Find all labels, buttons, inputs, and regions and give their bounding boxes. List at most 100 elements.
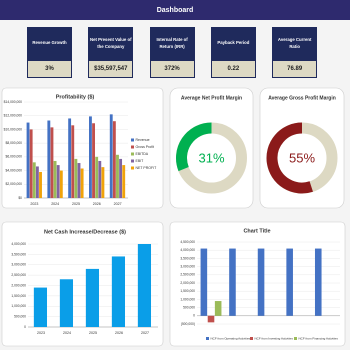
- legend-label: EBITDA: [136, 152, 149, 156]
- bar: [80, 168, 84, 198]
- x-tick-label: 2023: [37, 331, 45, 335]
- y-tick-label: 1,000,000: [180, 297, 195, 301]
- bar: [92, 123, 95, 198]
- x-tick-label: 2027: [114, 202, 122, 206]
- kpi-value: $35,597,547: [88, 60, 134, 78]
- donut-label: 55%: [289, 150, 315, 165]
- kpi-label: Revenue Growth: [27, 27, 72, 60]
- bar: [119, 158, 123, 198]
- kpi-value: 0.22: [210, 60, 256, 78]
- bar: [59, 279, 74, 327]
- bar: [68, 118, 72, 198]
- legend-swatch: [131, 138, 134, 142]
- y-tick-label: 2,500,000: [11, 273, 26, 277]
- y-tick-label: $4,000,000: [5, 168, 22, 172]
- y-tick-label: 2,000,000: [11, 283, 26, 287]
- bar: [85, 268, 100, 327]
- y-tick-label: 1,000,000: [11, 304, 26, 308]
- bar: [29, 129, 33, 198]
- bar: [26, 122, 30, 198]
- y-tick-label: $10,000,000: [4, 127, 23, 131]
- x-tick-label: 2024: [51, 202, 59, 206]
- bar: [35, 166, 39, 198]
- y-tick-label: $12,000,000: [4, 114, 23, 118]
- legend-label: Gross Profit: [136, 145, 155, 149]
- bar: [229, 248, 236, 316]
- y-tick-label: 500,000: [14, 315, 26, 319]
- kpi-value: 3%: [27, 60, 72, 78]
- bar: [71, 125, 75, 198]
- x-tick-label: 2025: [89, 331, 97, 335]
- kpi-label: Average Current Ratio: [272, 27, 318, 60]
- panel: [169, 221, 346, 347]
- y-tick-label: 3,500,000: [11, 252, 26, 256]
- kpi-label: Internal Rate of Return (IRR): [149, 27, 195, 60]
- y-tick-label: $14,000,000: [4, 100, 23, 104]
- x-tick-label: 2027: [141, 331, 149, 335]
- y-tick-label: 4,000,000: [11, 242, 26, 246]
- kpi-label: Payback Period: [210, 27, 256, 60]
- legend-swatch: [206, 337, 209, 340]
- donut-arc: [266, 122, 313, 194]
- bar: [56, 165, 60, 198]
- bar: [112, 121, 116, 198]
- chart-title: Average Gross Profit Margin: [268, 95, 336, 101]
- legend-swatch: [131, 152, 134, 156]
- bar: [111, 256, 126, 327]
- donut-arc: [176, 122, 212, 172]
- y-tick-label: $8,000,000: [5, 141, 22, 145]
- bar: [89, 116, 92, 198]
- bar: [95, 156, 99, 198]
- bar: [116, 154, 119, 198]
- legend-label: NCF from Financing Activities: [299, 336, 339, 340]
- bar: [214, 301, 222, 316]
- bar: [50, 127, 54, 198]
- y-tick-label: 0: [24, 325, 26, 329]
- y-tick-label: 0: [193, 314, 195, 318]
- legend-swatch: [131, 166, 134, 170]
- chart-title: Net Cash Increase/Decrease ($): [44, 229, 126, 235]
- y-tick-label: 500,000: [183, 305, 195, 309]
- bar: [200, 248, 208, 316]
- y-tick-label: 1,500,000: [180, 289, 195, 293]
- y-tick-label: 4,500,000: [180, 240, 195, 244]
- y-tick-label: 4,000,000: [180, 248, 195, 252]
- y-tick-label: 2,000,000: [180, 281, 195, 285]
- legend-label: NET PROFIT: [136, 166, 158, 170]
- legend-label: Revenue: [136, 138, 150, 142]
- bar: [39, 171, 42, 198]
- chart-title: Chart Title: [243, 228, 270, 234]
- bar: [109, 114, 113, 198]
- bar: [101, 167, 105, 198]
- bar: [257, 248, 265, 316]
- y-tick-label: $2,000,000: [5, 182, 22, 186]
- x-tick-label: 2026: [115, 331, 123, 335]
- bar: [314, 248, 322, 316]
- bar: [32, 162, 36, 198]
- y-tick-label: 3,000,000: [180, 264, 195, 268]
- bar: [137, 244, 152, 327]
- bar: [33, 287, 48, 327]
- x-tick-label: 2024: [63, 331, 71, 335]
- x-tick-label: 2026: [93, 202, 101, 206]
- donut-label: 31%: [198, 150, 224, 165]
- kpi-value: 76.89: [272, 60, 318, 78]
- x-tick-label: 2023: [30, 202, 38, 206]
- y-tick-label: 2,500,000: [180, 273, 195, 277]
- chart-title: Average Net Profit Margin: [181, 95, 242, 101]
- legend-swatch: [250, 337, 253, 340]
- header-title: Dashboard: [0, 0, 350, 20]
- y-tick-label: (500,000): [181, 322, 195, 326]
- bar: [77, 163, 81, 198]
- legend-swatch: [131, 159, 134, 163]
- legend-label: EBIT: [136, 159, 145, 163]
- y-tick-label: 3,000,000: [11, 263, 26, 267]
- bar: [98, 160, 102, 198]
- kpi-label: Net Present Value of the Company: [88, 27, 134, 60]
- bar: [59, 170, 63, 198]
- x-tick-label: 2025: [72, 202, 80, 206]
- legend-label: NCF from Operating Activities: [211, 336, 251, 340]
- y-tick-label: $0: [18, 196, 22, 200]
